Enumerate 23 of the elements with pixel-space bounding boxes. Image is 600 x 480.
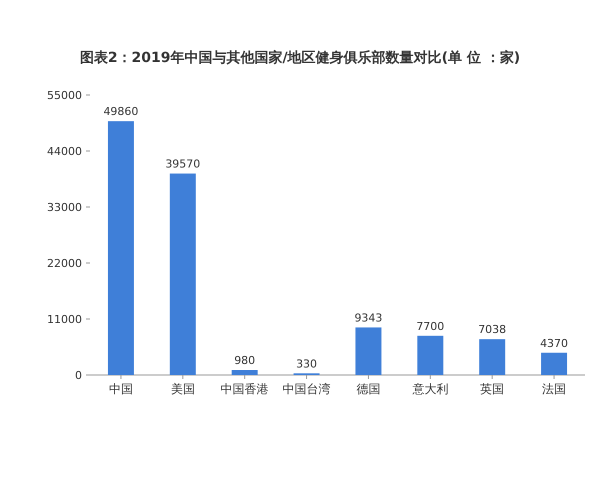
y-tick-label: 0 xyxy=(75,369,82,382)
y-tick-label: 11000 xyxy=(47,313,82,326)
data-label: 7038 xyxy=(478,323,506,336)
data-label: 49860 xyxy=(103,105,138,118)
x-tick-label: 中国台湾 xyxy=(282,382,331,396)
title: 图表2：2019年中国与其他国家/地区健身俱乐部数量对比(单 位 ：家) xyxy=(80,50,520,66)
data-label: 330 xyxy=(296,357,318,370)
y-tick-label: 22000 xyxy=(47,257,82,270)
x-tick-label: 法国 xyxy=(542,382,566,396)
x-tick-label: 美国 xyxy=(170,382,195,396)
data-label: 39570 xyxy=(165,158,200,171)
x-tick-label: 德国 xyxy=(356,382,380,396)
x-tick-label: 中国香港 xyxy=(220,382,269,396)
y-tick-label: 44000 xyxy=(47,145,82,158)
y-tick-label: 55000 xyxy=(47,89,82,102)
x-tick-label: 英国 xyxy=(480,382,504,396)
y-tick-label: 33000 xyxy=(47,201,82,214)
data-label: 9343 xyxy=(354,311,382,324)
x-tick-label: 中国 xyxy=(108,382,133,396)
x-tick-label: 意大利 xyxy=(411,382,448,396)
data-label: 7700 xyxy=(416,320,444,333)
data-label: 4370 xyxy=(540,336,568,350)
data-label: 980 xyxy=(234,354,256,368)
